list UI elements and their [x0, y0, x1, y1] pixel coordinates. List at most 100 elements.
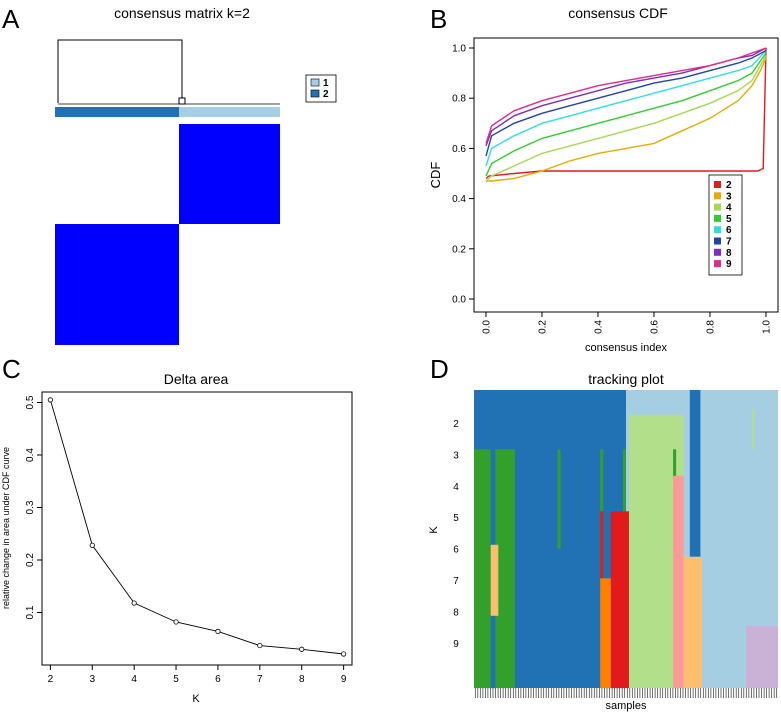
c-ytick-label: 0.1 — [25, 605, 36, 619]
c-xtick-label: 7 — [257, 674, 263, 685]
panel-a-legend — [305, 74, 337, 103]
panel-b-series — [485, 47, 767, 182]
c-xtick-label: 9 — [341, 674, 347, 685]
cluster-bar-2 — [55, 107, 179, 117]
delta-area-point — [131, 600, 137, 606]
delta-area-line — [49, 399, 344, 655]
panel-b-y-axis: 0.0 0.2 0.4 0.6 0.8 1.0 — [452, 44, 474, 306]
d-k-label: 2 — [453, 419, 459, 430]
panel-d-letter: D — [430, 354, 449, 384]
cdf-legend-label: 6 — [726, 225, 732, 236]
cdf-line-k2 — [485, 47, 767, 180]
panel-b-title: consensus CDF — [568, 5, 668, 21]
cdf-legend-swatch — [714, 203, 721, 211]
tracking-cell — [673, 449, 677, 481]
cdf-legend-swatch — [714, 248, 721, 256]
d-k-label: 5 — [453, 513, 459, 524]
cdf-legend-label: 7 — [726, 237, 732, 248]
d-k-label: 6 — [453, 545, 459, 556]
d-k-label: 9 — [453, 639, 459, 650]
c-xtick-label: 4 — [131, 674, 137, 685]
b-ytick-label: 0.2 — [452, 244, 466, 255]
tracking-heatmap — [474, 390, 778, 689]
cdf-legend-label: 2 — [726, 180, 732, 191]
b-xtick-label: 0.4 — [594, 320, 605, 334]
cluster-bar-1 — [179, 107, 280, 117]
c-ytick-label: 0.2 — [25, 553, 36, 567]
b-xtick-label: 0.6 — [650, 320, 661, 334]
b-xtick-label: 1.0 — [762, 320, 773, 334]
cdf-legend-swatch — [714, 226, 721, 234]
tracking-cell — [600, 511, 604, 581]
c-ytick-label: 0.4 — [25, 448, 36, 462]
c-xtick-label: 6 — [215, 674, 221, 685]
panel-a-letter: A — [2, 4, 20, 34]
d-k-label: 7 — [453, 576, 459, 587]
tracking-cell — [610, 511, 629, 689]
dendrogram-node — [178, 97, 186, 105]
legend-label-2: 2 — [323, 89, 329, 100]
panel-d: D tracking plot 2 3 4 5 6 7 8 9 K samples — [428, 354, 778, 712]
b-ytick-label: 0.8 — [452, 94, 466, 105]
panel-c-x-axis: 2 3 4 5 6 7 8 9 — [48, 665, 347, 685]
cdf-line-k6 — [485, 50, 767, 167]
cdf-legend-swatch — [714, 260, 721, 268]
tracking-cell — [600, 578, 611, 689]
delta-area-point — [215, 628, 221, 635]
panel-a-title: consensus matrix k=2 — [114, 5, 250, 21]
panel-b-legend — [708, 174, 743, 276]
panel-a: A consensus matrix k=2 1 2 — [2, 4, 337, 345]
c-xtick-label: 8 — [299, 674, 305, 685]
b-ytick-label: 0.0 — [452, 295, 466, 306]
cdf-legend-label: 5 — [726, 214, 732, 225]
b-xtick-label: 0.2 — [538, 320, 549, 334]
cdf-legend-label: 8 — [726, 248, 732, 259]
cdf-legend-swatch — [714, 181, 721, 188]
c-ytick-label: 0.5 — [25, 395, 36, 409]
panel-b-letter: B — [430, 4, 447, 34]
sample-ticks — [474, 688, 778, 698]
cdf-line-k7 — [485, 49, 767, 157]
tracking-cell — [689, 390, 701, 557]
consensus-block-1 — [179, 124, 280, 224]
delta-area-point — [341, 651, 347, 657]
tracking-cell — [746, 625, 778, 689]
legend-swatch-1 — [310, 78, 320, 87]
cdf-legend-swatch — [714, 237, 721, 245]
d-k-label: 4 — [453, 482, 459, 493]
c-xtick-label: 2 — [48, 674, 54, 685]
panel-b-ylabel: CDF — [428, 162, 443, 189]
c-xtick-label: 3 — [89, 674, 95, 685]
legend-label-1: 1 — [323, 78, 329, 89]
tracking-cell — [490, 544, 499, 616]
panel-d-ylabel: K — [428, 526, 440, 534]
panel-c-series — [47, 397, 347, 657]
c-xtick-label: 5 — [173, 674, 179, 685]
b-ytick-label: 0.4 — [452, 194, 466, 205]
panel-c-xlabel: K — [192, 693, 200, 705]
b-xtick-label: 0.8 — [706, 320, 717, 334]
consensus-block-2 — [55, 224, 179, 345]
c-ytick-label: 0.3 — [25, 500, 36, 514]
tracking-cell — [557, 449, 561, 549]
panel-d-xlabel: samples — [606, 700, 647, 712]
cdf-line-k9 — [485, 47, 767, 144]
panel-c-y-axis: 0.1 0.2 0.3 0.4 0.5 — [25, 395, 42, 619]
d-k-label: 3 — [453, 450, 459, 461]
cdf-legend-label: 4 — [726, 203, 732, 214]
tracking-cell — [683, 556, 702, 689]
panel-d-title: tracking plot — [588, 371, 664, 387]
tracking-cell — [673, 475, 684, 689]
tracking-cell — [752, 409, 755, 450]
d-k-label: 8 — [453, 607, 459, 618]
panel-c-letter: C — [2, 354, 21, 384]
b-ytick-label: 0.6 — [452, 144, 466, 155]
delta-area-point — [299, 646, 305, 652]
dendrogram-branch — [57, 39, 183, 103]
panel-c-plot-frame — [41, 391, 353, 666]
cdf-legend-label: 3 — [726, 191, 732, 202]
delta-area-point — [257, 642, 263, 649]
